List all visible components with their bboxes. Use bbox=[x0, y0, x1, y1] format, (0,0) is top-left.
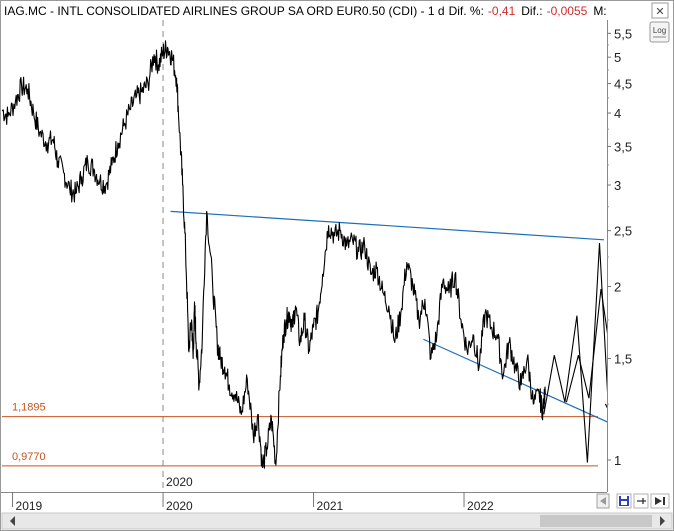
interval-label: 1 d bbox=[428, 4, 445, 18]
y-tick-label: 1 bbox=[614, 453, 621, 468]
x-tick-label: 2022 bbox=[467, 499, 494, 513]
scroll-right-arrow-icon[interactable] bbox=[660, 516, 665, 526]
close-chart-button[interactable]: ✕ bbox=[651, 2, 669, 19]
y-tick-label: 5 bbox=[614, 50, 621, 65]
pin-icon bbox=[637, 498, 646, 504]
plot-area[interactable]: 1,1895 0,9770 bbox=[2, 20, 624, 492]
support-line-label: 1,1895 bbox=[12, 402, 46, 414]
y-tick-label: 4 bbox=[614, 106, 621, 121]
support-line-label: 0,9770 bbox=[12, 451, 46, 463]
price-series-line bbox=[2, 40, 546, 469]
pin-button[interactable] bbox=[633, 493, 649, 509]
save-button[interactable] bbox=[616, 493, 632, 509]
dif-pct-value: -0,41 bbox=[488, 4, 516, 18]
trendline[interactable] bbox=[170, 210, 605, 241]
y-tick-label: 2,5 bbox=[614, 224, 632, 239]
dif-value: -0,0055 bbox=[547, 4, 588, 18]
scroll-right-end-button[interactable] bbox=[650, 493, 670, 509]
chart-header: IAG.MC - INTL CONSOLIDATED AIRLINES GROU… bbox=[4, 4, 607, 18]
y-tick-label: 1,5 bbox=[614, 352, 632, 367]
x-tick-label: 2020 bbox=[166, 499, 193, 513]
projection-arrowhead bbox=[604, 403, 607, 409]
chevron-left-icon bbox=[600, 497, 606, 505]
bottom-toolbar bbox=[596, 493, 670, 509]
y-tick-label: 5,5 bbox=[614, 26, 632, 41]
log-scale-toggle[interactable]: Log bbox=[649, 21, 670, 43]
scroll-left-arrow-icon[interactable] bbox=[10, 516, 15, 526]
security-name: INTL CONSOLIDATED AIRLINES GROUP SA ORD … bbox=[57, 4, 417, 18]
close-icon: ✕ bbox=[655, 6, 664, 18]
scrollbar-thumb[interactable] bbox=[540, 515, 652, 527]
scroll-left-button[interactable] bbox=[596, 493, 610, 509]
header-separator: - bbox=[417, 4, 428, 18]
projection-path[interactable] bbox=[543, 242, 609, 463]
chevron-right-icon bbox=[655, 497, 662, 505]
dif-pct-label: Dif. %: bbox=[449, 4, 484, 18]
log-scale-label: Log bbox=[653, 26, 666, 35]
m-label: M: bbox=[593, 4, 606, 18]
y-tick-label: 3,5 bbox=[614, 139, 632, 154]
y-tick-label: 4,5 bbox=[614, 77, 632, 92]
dif-label: Dif.: bbox=[521, 4, 542, 18]
projection-path[interactable] bbox=[565, 233, 622, 403]
cursor-date-label: 2020 bbox=[166, 475, 193, 489]
y-axis: 5,5 5 4,5 4 3,5 3 2,5 2 1,5 1 bbox=[607, 26, 632, 468]
header-separator: - bbox=[47, 4, 58, 18]
x-tick-label: 2019 bbox=[16, 499, 43, 513]
y-tick-label: 3 bbox=[614, 178, 621, 193]
y-tick-label: 2 bbox=[614, 280, 621, 295]
horizontal-scrollbar[interactable] bbox=[1, 512, 673, 530]
x-tick-label: 2021 bbox=[317, 499, 344, 513]
symbol-label: IAG.MC bbox=[4, 4, 47, 18]
x-axis: 2019 2020 2021 2022 bbox=[12, 492, 494, 513]
